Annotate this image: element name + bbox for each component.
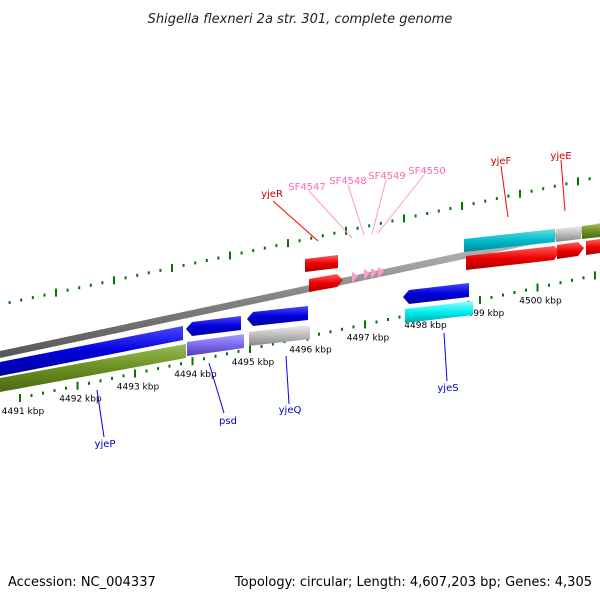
scale-tick-label: 4499 kbp [462,309,505,319]
gene-yjeP-arrow[interactable] [0,326,183,376]
gene-label-yjeS[interactable]: yjeS [437,383,458,394]
gene-yjeQ-arrow[interactable] [247,306,308,326]
gene-yjeF-arrow[interactable] [466,246,560,270]
scale-tick-label: 4491 kbp [2,407,45,417]
gene-yjeR-block[interactable] [305,255,338,272]
srna-SF4550-glyph[interactable] [378,267,384,278]
scale-tick-label: 4495 kbp [232,358,275,368]
gene-next-arrow[interactable] [586,239,600,255]
upper-scale [8,177,591,304]
srna-SF4548-glyph[interactable] [364,269,370,280]
gene-label-SF4550[interactable]: SF4550 [408,166,446,177]
gene-label-SF4548[interactable]: SF4548 [329,176,367,187]
gene-label-yjeF[interactable]: yjeF [491,156,512,167]
gene-psd-cog-strip[interactable] [187,334,244,356]
scale-tick-label: 4493 kbp [117,383,160,393]
reverse-features [0,283,473,392]
scale-tick-label: 4498 kbp [404,321,447,331]
gene-label-SF4547[interactable]: SF4547 [288,182,326,193]
scale-tick-label: 4496 kbp [289,346,332,356]
gene-yjeE-cog-strip[interactable] [582,224,600,239]
gene-label-psd[interactable]: psd [219,416,237,427]
gene-yjeF-rna-strip[interactable] [464,229,555,252]
gene-yjeE-arrow[interactable] [557,242,584,259]
accession-text: Accession: NC_004337 [8,575,156,590]
genome-backbone [0,223,600,358]
label-leaders [96,159,566,438]
srna-SF4547-glyph[interactable] [352,272,358,283]
gene-yjeQ-pseudo-strip[interactable] [249,325,310,346]
gene-label-yjeR[interactable]: yjeR [261,189,283,200]
scale-tick-label: 4494 kbp [174,370,217,380]
gene-yjeS-arrow[interactable] [403,283,469,304]
srna-SF4549-glyph[interactable] [371,268,377,279]
scale-tick-label: 4492 kbp [59,395,102,405]
scale-tick-label: 4500 kbp [519,297,562,307]
gene-label-SF4549[interactable]: SF4549 [368,171,406,182]
gene-yjeR-arrow[interactable] [309,274,343,292]
genome-summary-text: Topology: circular; Length: 4,607,203 bp… [234,575,592,590]
map-title: Shigella flexneri 2a str. 301, complete … [148,12,453,27]
scale-tick-label: 4497 kbp [347,333,390,343]
gene-label-yjeQ[interactable]: yjeQ [279,405,302,416]
gene-label-yjeE[interactable]: yjeE [550,151,571,162]
gene-yjeF-pseudo-strip[interactable] [556,226,581,242]
gene-label-yjeP[interactable]: yjeP [95,439,116,450]
gene-yjeP-cog-strip[interactable] [0,344,186,392]
gene-labels: yjeR SF4547 SF4548 SF4549 SF4550 yjeF yj… [95,151,572,450]
gene-yjeS-rna-strip[interactable] [405,301,473,323]
forward-features [305,224,600,292]
gene-psd-arrow[interactable] [186,316,241,336]
